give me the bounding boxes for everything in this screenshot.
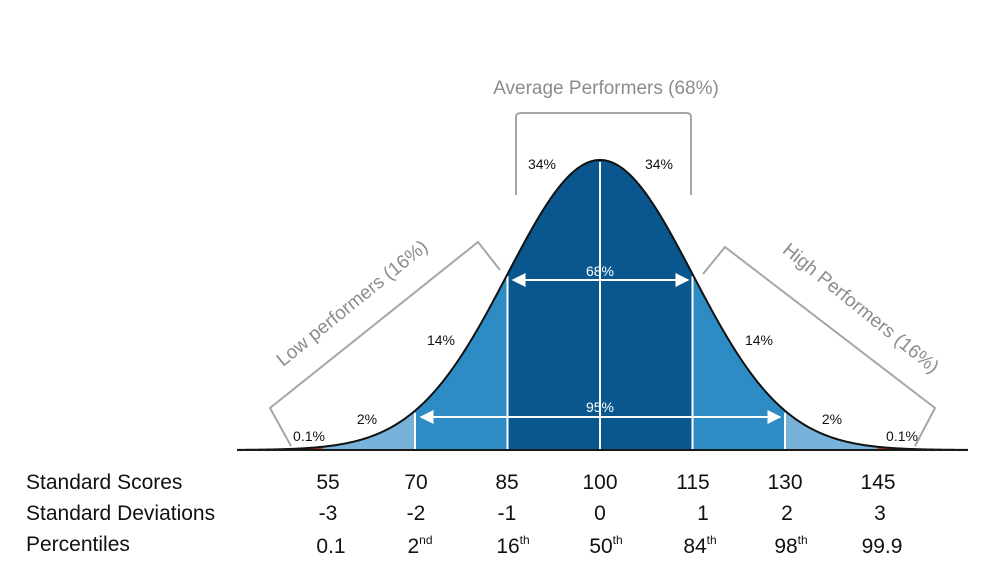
mid-right-percent: 14% xyxy=(745,332,773,348)
standard-score-value: 55 xyxy=(316,471,340,494)
center-left-percent: 34% xyxy=(528,156,556,172)
standard-deviation-value: 2 xyxy=(781,502,793,525)
percentile-value: 50th xyxy=(589,533,623,558)
bell-curve-outline xyxy=(236,158,968,451)
standard-score-value: 85 xyxy=(495,471,519,494)
high-performers-bracket xyxy=(702,245,937,447)
tail-right-percent: 0.1% xyxy=(886,428,918,444)
center-right-percent: 34% xyxy=(645,156,673,172)
standard-score-value: 145 xyxy=(860,471,896,494)
high-performers-label: High Performers (16%) xyxy=(778,239,942,378)
percentile-value: 98th xyxy=(774,533,808,558)
standard-score-value: 115 xyxy=(676,471,710,494)
standard-score-value: 130 xyxy=(767,471,803,494)
low-performers-label: Low performers (16%) xyxy=(273,236,432,371)
percentile-value: 2nd xyxy=(407,533,433,558)
outer-left-percent: 2% xyxy=(357,411,377,427)
outer-right-percent: 2% xyxy=(822,411,842,427)
average-performers-bracket xyxy=(515,112,692,195)
two-sd-span-label: 95% xyxy=(586,399,614,415)
standard-deviation-value: 1 xyxy=(697,502,709,525)
percentile-value: 16th xyxy=(496,533,530,558)
standard-deviation-value: 3 xyxy=(874,502,886,525)
standard-scores-label: Standard Scores xyxy=(26,471,183,494)
percentiles-label: Percentiles xyxy=(26,533,130,556)
outer-left-region xyxy=(322,410,415,450)
outer-right-region xyxy=(785,410,878,450)
one-sd-span-label: 68% xyxy=(586,263,614,279)
percentile-value: 0.1 xyxy=(316,535,346,558)
standard-score-value: 70 xyxy=(404,471,428,494)
mid-left-percent: 14% xyxy=(427,332,455,348)
standard-deviation-value: -3 xyxy=(318,502,338,525)
percentile-value: 99.9 xyxy=(861,535,903,558)
low-performers-bracket xyxy=(268,240,501,447)
percentile-value: 84th xyxy=(683,533,717,558)
standard-deviation-value: -1 xyxy=(497,502,517,525)
tail-left-percent: 0.1% xyxy=(293,428,325,444)
standard-score-value: 100 xyxy=(582,471,618,494)
standard-deviation-value: -2 xyxy=(406,502,426,525)
standard-deviation-value: 0 xyxy=(594,502,606,525)
average-performers-label: Average Performers (68%) xyxy=(493,78,719,99)
standard-deviations-label: Standard Deviations xyxy=(26,502,216,525)
